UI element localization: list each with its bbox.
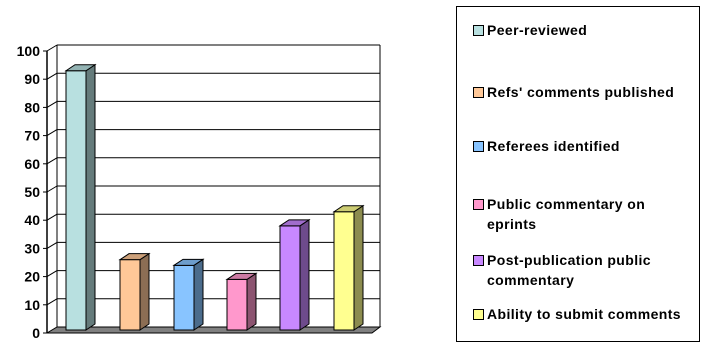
- bar-front: [119, 259, 141, 331]
- bar-side: [246, 272, 257, 331]
- legend-item-referees-identified: Referees identified: [473, 136, 695, 156]
- legend-swatch: [473, 87, 484, 98]
- y-tick-label: 90: [24, 71, 40, 87]
- y-tick-label: 20: [24, 269, 40, 285]
- legend-swatch: [473, 309, 484, 320]
- legend: Peer-reviewed Refs' comments published R…: [456, 6, 700, 342]
- bar-side: [139, 252, 150, 331]
- legend-label: Post-publication public commentary: [487, 252, 651, 288]
- y-tick-label: 60: [24, 156, 40, 172]
- legend-item-post-publication: Post-publication public commentary: [473, 250, 695, 290]
- gridline-depth: [46, 44, 58, 52]
- gridline-depth: [46, 157, 58, 165]
- gridline-depth: [46, 129, 58, 137]
- bar-top: [225, 272, 258, 280]
- bar: [225, 272, 258, 331]
- bar: [172, 258, 205, 331]
- y-tick-label: 100: [17, 43, 41, 59]
- bar-front: [65, 70, 87, 331]
- gridlines: [46, 44, 381, 327]
- legend-item-ability-to-submit: Ability to submit comments: [473, 304, 695, 324]
- bar-side: [353, 204, 364, 331]
- bar-top: [118, 253, 151, 261]
- bar-front: [226, 278, 248, 331]
- bar-top: [278, 219, 311, 227]
- y-tick-label: 0: [32, 325, 40, 341]
- y-tick-label: 70: [24, 128, 40, 144]
- legend-item-refs-comments-published: Refs' comments published: [473, 82, 695, 102]
- plot-back-wall: [57, 46, 380, 330]
- y-tick-label: 50: [24, 184, 40, 200]
- y-axis-ticks: 0 10 20 30 40 50 60 70 80 90 100: [17, 43, 47, 341]
- legend-label: Public commentary on eprints: [487, 196, 646, 232]
- legend-item-public-commentary: Public commentary on eprints: [473, 194, 695, 234]
- bar-front: [173, 264, 195, 331]
- bar: [332, 204, 365, 331]
- legend-swatch: [473, 255, 484, 266]
- legend-item-peer-reviewed: Peer-reviewed: [473, 20, 695, 40]
- y-tick-label: 80: [24, 99, 40, 115]
- bars: [64, 63, 365, 331]
- y-tick-label: 40: [24, 212, 40, 228]
- gridline-depth: [46, 241, 58, 249]
- bar-front: [279, 225, 301, 331]
- legend-swatch: [473, 199, 484, 210]
- gridline-depth: [46, 72, 58, 80]
- plot-floor: [45, 326, 382, 334]
- y-tick-label: 10: [24, 297, 40, 313]
- legend-label: Referees identified: [487, 138, 620, 154]
- legend-label: Peer-reviewed: [487, 22, 588, 38]
- gridline-depth: [46, 270, 58, 278]
- gridline-depth: [46, 100, 58, 108]
- gridline-depth: [46, 213, 58, 221]
- bar-side: [193, 258, 204, 331]
- legend-label: Refs' comments published: [487, 84, 675, 100]
- bar-front: [333, 211, 355, 331]
- legend-swatch: [473, 141, 484, 152]
- bar-top: [332, 205, 365, 213]
- y-tick-label: 30: [24, 240, 40, 256]
- bar-side: [299, 218, 310, 331]
- bar-top: [172, 258, 205, 266]
- bar: [64, 63, 97, 331]
- legend-swatch: [473, 25, 484, 36]
- gridline-depth: [46, 298, 58, 306]
- bar: [118, 252, 151, 331]
- bar: [278, 218, 311, 331]
- bar-side: [85, 63, 96, 331]
- gridline-depth: [46, 185, 58, 193]
- legend-label: Ability to submit comments: [487, 306, 681, 322]
- bar-top: [64, 64, 97, 72]
